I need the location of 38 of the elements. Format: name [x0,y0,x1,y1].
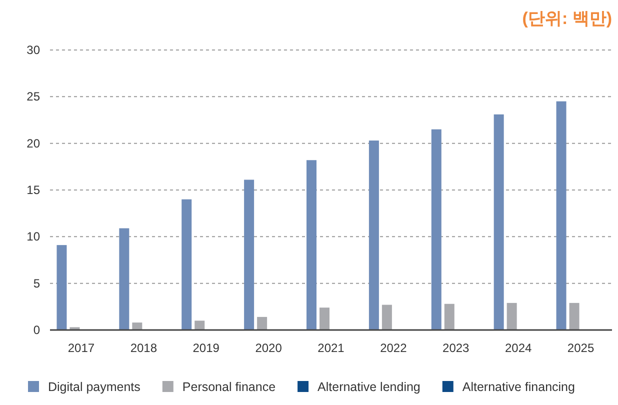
y-tick-label: 20 [26,136,40,150]
bar [494,114,504,330]
y-tick-label: 0 [33,323,40,337]
bar [194,320,205,330]
bar [556,101,566,330]
x-tick-label: 2017 [68,341,95,355]
x-tick-label: 2021 [318,341,345,355]
legend-label: Alternative financing [462,380,576,394]
x-tick-label: 2020 [255,341,282,355]
x-tick-label: 2019 [192,341,220,355]
bar [506,302,517,330]
bar [320,308,330,330]
bar [244,180,254,330]
bar [306,160,316,330]
x-tick-label: 2025 [567,341,594,355]
y-tick-label: 30 [26,43,40,57]
y-tick-label: 5 [33,276,40,290]
bar [119,228,130,330]
bar [56,245,67,330]
bar [444,304,454,330]
bar [382,304,392,330]
x-tick-label: 2018 [130,341,158,355]
bar [431,129,442,330]
legend-label: Personal finance [182,380,276,394]
bar [569,302,580,330]
bar [132,322,142,330]
y-tick-label: 25 [26,90,40,104]
bar [182,199,192,330]
legend-label: Digital payments [48,380,140,394]
x-tick-label: 2023 [442,341,470,355]
text: (단위: 백만) [522,9,612,28]
x-tick-label: 2024 [504,341,532,355]
legend-label: Alternative lending [318,380,420,394]
x-tick-label: 2022 [380,341,408,355]
bar [257,316,268,330]
bar [368,140,379,330]
y-tick-label: 10 [26,230,40,244]
y-tick-label: 15 [26,183,40,197]
